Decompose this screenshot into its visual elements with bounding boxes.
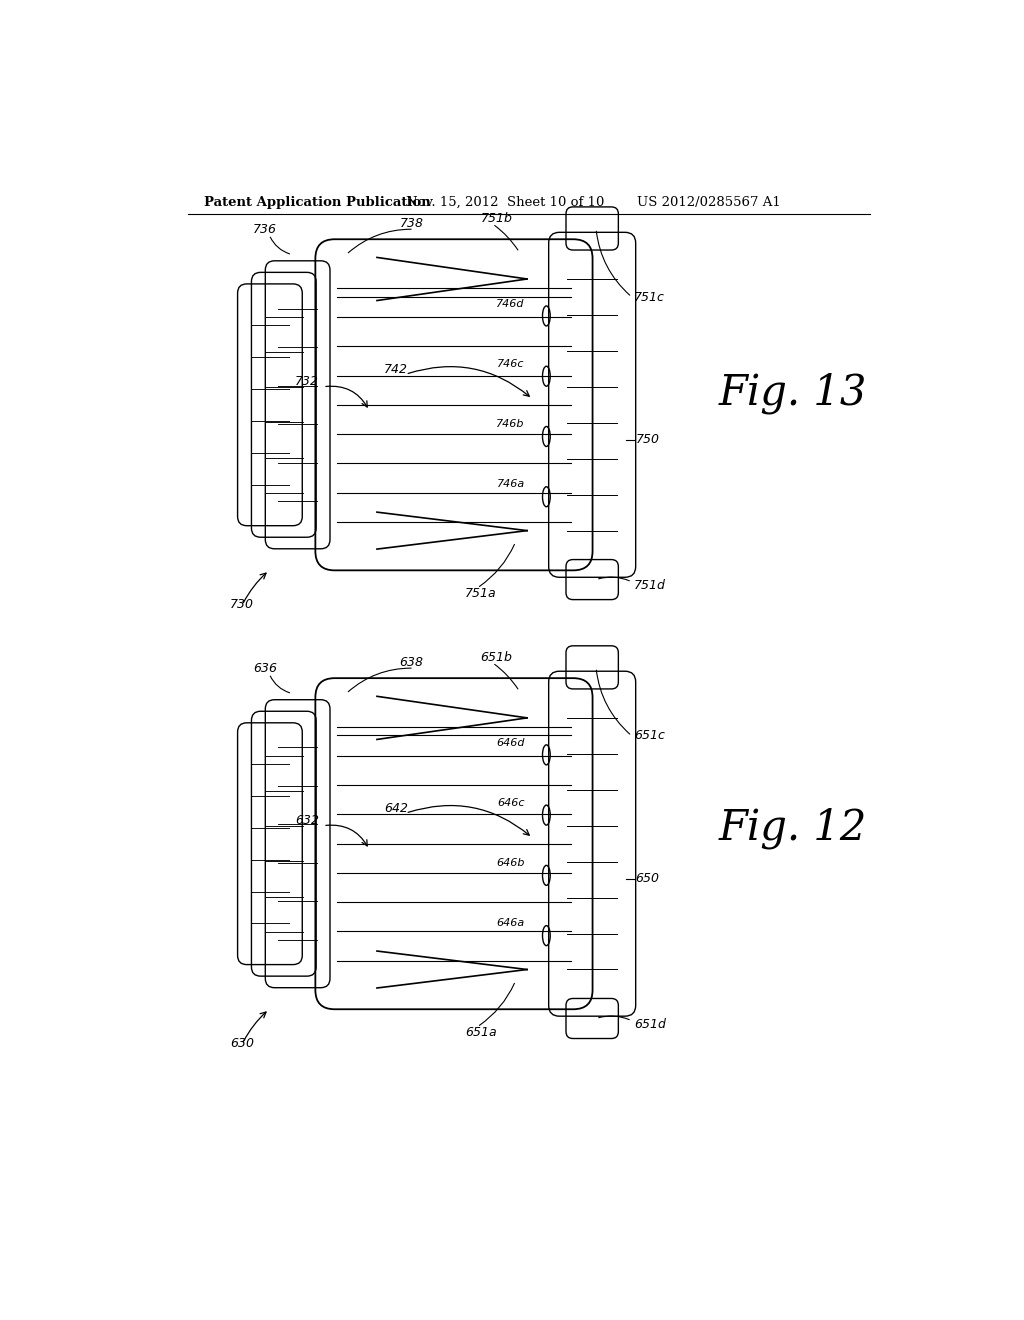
Text: 751a: 751a	[465, 587, 497, 601]
Text: 742: 742	[384, 363, 409, 376]
Text: Patent Application Publication: Patent Application Publication	[204, 195, 430, 209]
Text: 651c: 651c	[634, 730, 665, 742]
Text: 646a: 646a	[497, 919, 524, 928]
Text: 736: 736	[253, 223, 278, 236]
Text: 738: 738	[399, 218, 424, 231]
Text: 636: 636	[253, 661, 278, 675]
Text: 746d: 746d	[497, 298, 524, 309]
Text: Fig. 12: Fig. 12	[719, 808, 867, 849]
Text: 750: 750	[636, 433, 659, 446]
Text: 632: 632	[295, 814, 319, 826]
Text: 730: 730	[230, 598, 254, 611]
Text: US 2012/0285567 A1: US 2012/0285567 A1	[637, 195, 781, 209]
Text: 746a: 746a	[497, 479, 524, 490]
Text: 732: 732	[295, 375, 319, 388]
Text: 651a: 651a	[465, 1026, 497, 1039]
Text: 751d: 751d	[634, 579, 666, 593]
Text: 630: 630	[230, 1038, 254, 1051]
Text: 642: 642	[384, 803, 409, 814]
Text: 646d: 646d	[497, 738, 524, 747]
Text: 751b: 751b	[480, 213, 512, 224]
Text: 646c: 646c	[498, 797, 524, 808]
Text: 650: 650	[636, 873, 659, 886]
Text: Nov. 15, 2012  Sheet 10 of 10: Nov. 15, 2012 Sheet 10 of 10	[407, 195, 604, 209]
Text: 651d: 651d	[634, 1018, 666, 1031]
Text: 751c: 751c	[634, 290, 665, 304]
Text: 746b: 746b	[497, 420, 524, 429]
Text: 746c: 746c	[498, 359, 524, 368]
Text: Fig. 13: Fig. 13	[719, 372, 867, 414]
Text: 646b: 646b	[497, 858, 524, 869]
Text: 638: 638	[399, 656, 424, 669]
Text: 651b: 651b	[480, 651, 512, 664]
